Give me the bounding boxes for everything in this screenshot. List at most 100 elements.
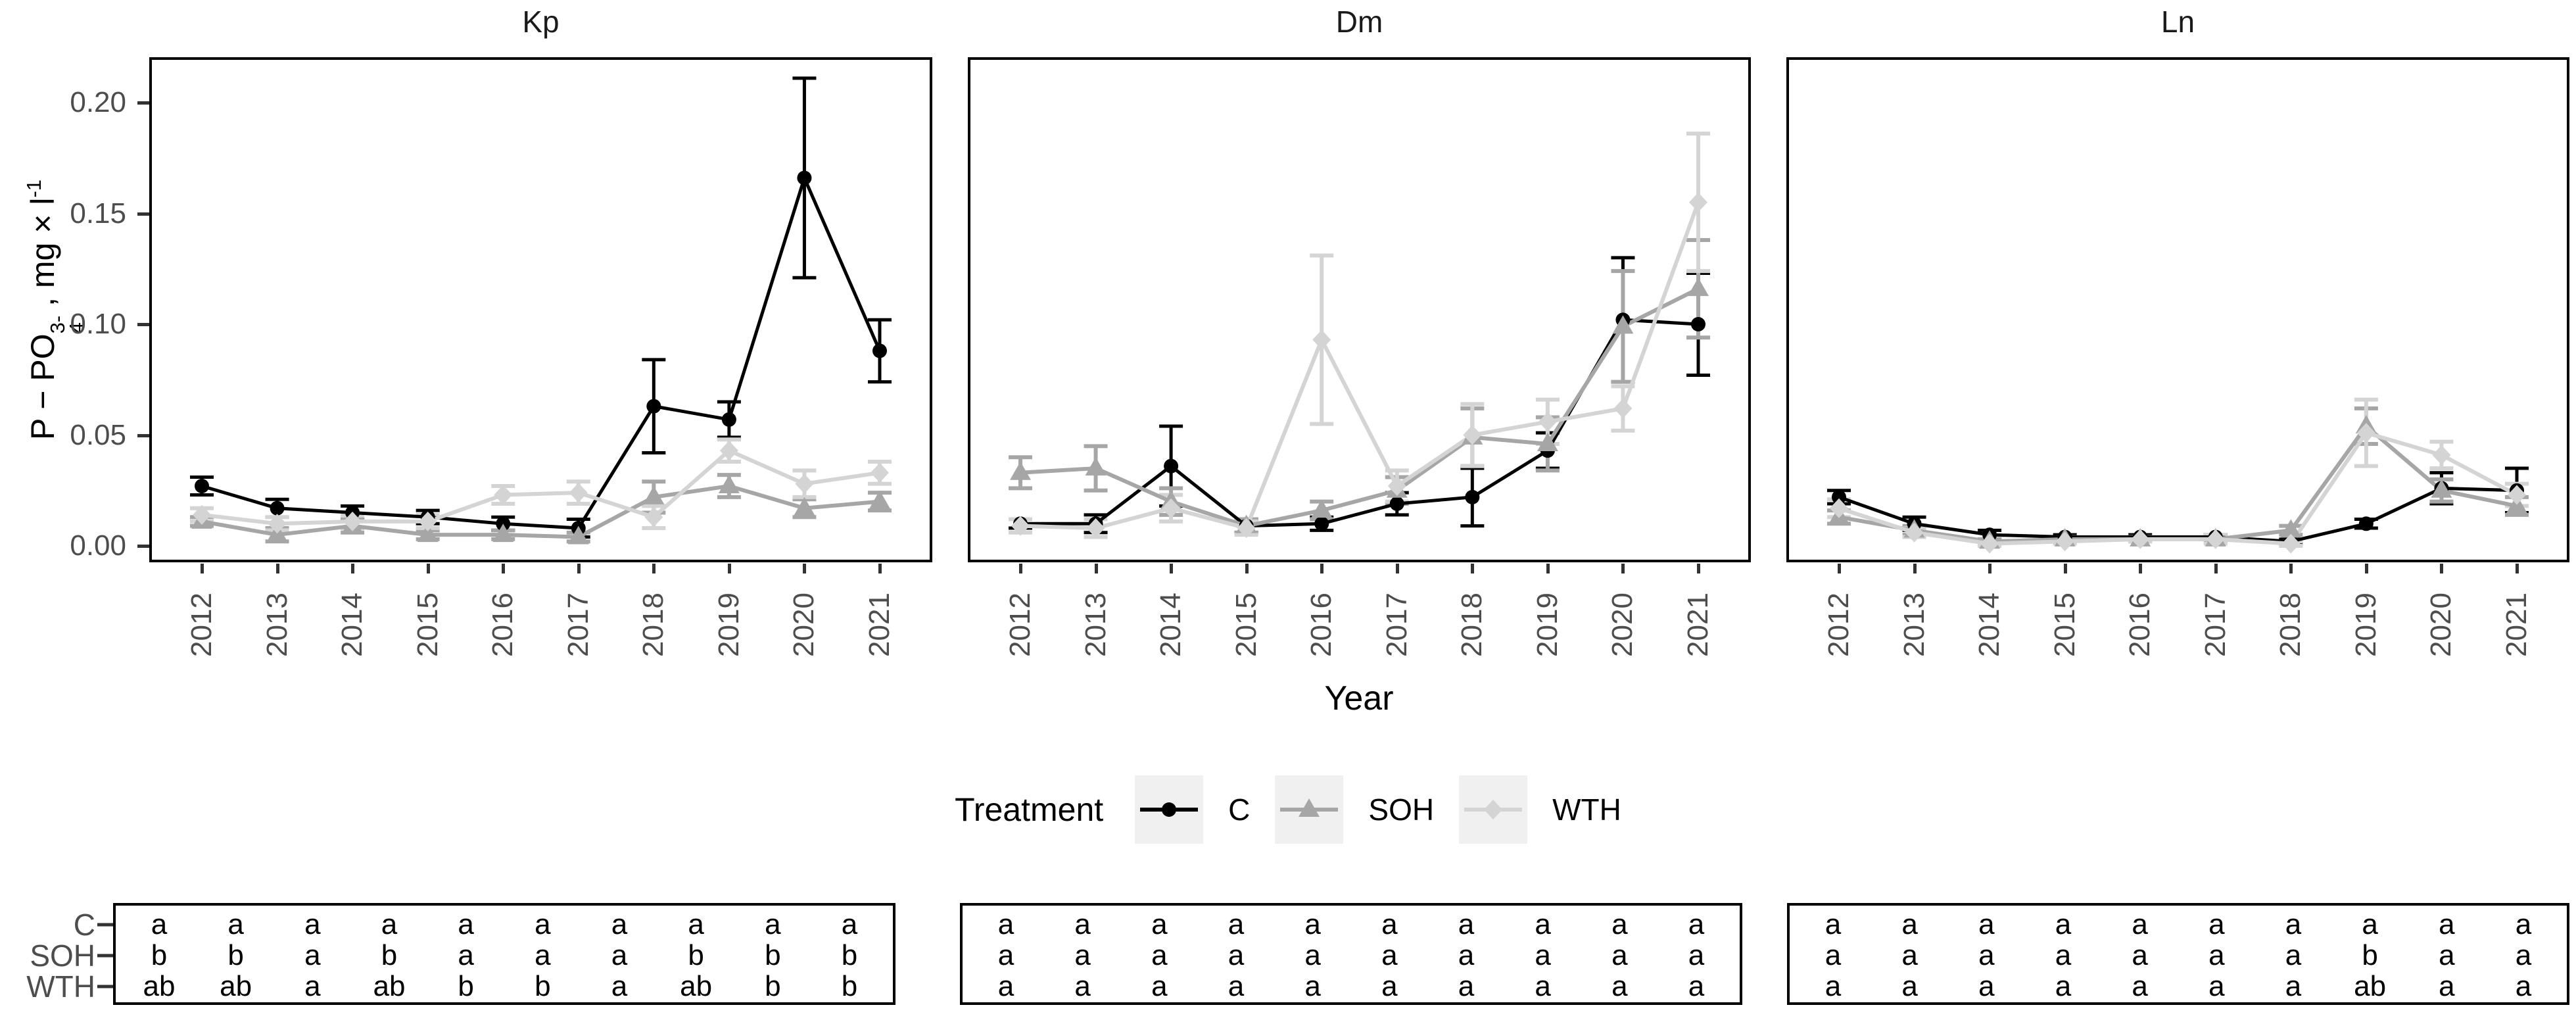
letter-cell: ab xyxy=(2354,970,2387,1002)
y-tick-label: 0.00 xyxy=(70,529,126,562)
x-tick-label: 2015 xyxy=(1229,593,1262,657)
letter-cell: a xyxy=(2132,970,2148,1002)
letter-cell: b xyxy=(458,970,474,1002)
letter-cell: b xyxy=(227,939,244,971)
x-tick-mark xyxy=(577,564,581,573)
letter-cell: a xyxy=(458,939,474,971)
letter-cell: b xyxy=(381,939,398,971)
letter-cell: a xyxy=(2285,908,2302,940)
x-tick-mark xyxy=(1170,564,1174,573)
letter-cell: a xyxy=(611,908,628,940)
letter-cell: a xyxy=(997,939,1014,971)
y-tick-mark xyxy=(137,433,149,437)
x-tick-mark xyxy=(878,564,882,573)
letter-cell: a xyxy=(1825,970,1842,1002)
x-axis-title: Year xyxy=(1324,679,1394,718)
letter-cell: a xyxy=(1688,908,1705,940)
letter-cell: a xyxy=(1688,939,1705,971)
x-tick-mark xyxy=(2289,564,2293,573)
letter-cell: ab xyxy=(220,970,252,1002)
y-tick-label: 0.20 xyxy=(70,86,126,118)
x-tick-label: 2020 xyxy=(1606,593,1639,657)
y-tick-mark xyxy=(137,212,149,216)
letter-cell: b xyxy=(765,970,781,1002)
x-tick-label: 2013 xyxy=(1897,593,1930,657)
legend-item-label: SOH xyxy=(1368,792,1435,827)
circle-marker-icon xyxy=(1140,802,1199,817)
letter-cell: a xyxy=(1978,970,1995,1002)
letter-cell: a xyxy=(1151,908,1168,940)
diamond-marker-icon xyxy=(1464,800,1523,819)
x-tick-label: 2020 xyxy=(2425,593,2458,657)
letter-cell: a xyxy=(1901,970,1918,1002)
letter-cell: a xyxy=(611,970,628,1002)
letter-cell: a xyxy=(1381,908,1398,940)
letter-cell: a xyxy=(2132,908,2148,940)
letter-cell: a xyxy=(304,939,321,971)
y-tick-mark xyxy=(137,545,149,548)
letter-cell: a xyxy=(997,970,1014,1002)
letter-cell: a xyxy=(1074,939,1091,971)
letter-cell: a xyxy=(997,908,1014,940)
x-tick-mark xyxy=(1094,564,1098,573)
x-tick-label: 2012 xyxy=(1004,593,1036,657)
letter-cell: a xyxy=(227,908,244,940)
x-tick-mark xyxy=(1320,564,1324,573)
letter-cell: a xyxy=(1688,970,1705,1002)
x-tick-label: 2014 xyxy=(1973,593,2006,657)
x-tick-label: 2012 xyxy=(185,593,218,657)
letter-cell: a xyxy=(1535,908,1551,940)
y-tick-mark xyxy=(137,101,149,105)
x-tick-mark xyxy=(1913,564,1917,573)
letter-cell: b xyxy=(841,939,858,971)
letter-cell: a xyxy=(1901,939,1918,971)
x-tick-label: 2017 xyxy=(2199,593,2231,657)
letter-cell: a xyxy=(1825,939,1842,971)
x-tick-mark xyxy=(1697,564,1700,573)
y-tick-mark xyxy=(137,323,149,326)
letter-cell: a xyxy=(2285,970,2302,1002)
x-tick-label: 2014 xyxy=(336,593,369,657)
legend: Treatment C SOH WTH xyxy=(0,773,2576,846)
letter-cell: a xyxy=(1825,908,1842,940)
letter-cell: a xyxy=(1611,970,1628,1002)
letter-cell: a xyxy=(1901,908,1918,940)
letter-cell: ab xyxy=(143,970,176,1002)
letter-cell: a xyxy=(2208,908,2225,940)
letter-cell: a xyxy=(1535,970,1551,1002)
letter-cell: a xyxy=(2515,939,2532,971)
letter-cell: a xyxy=(1304,970,1321,1002)
legend-title: Treatment xyxy=(955,791,1104,828)
x-tick-mark xyxy=(1546,564,1550,573)
letters-box-dm xyxy=(960,903,1742,1005)
x-tick-label: 2021 xyxy=(2500,593,2533,657)
x-tick-mark xyxy=(803,564,807,573)
x-tick-label: 2016 xyxy=(1305,593,1338,657)
letters-row-label: WTH xyxy=(26,969,95,1004)
panel-title: Dm xyxy=(1335,5,1383,39)
letter-cell: a xyxy=(1381,970,1398,1002)
x-tick-label: 2013 xyxy=(1079,593,1112,657)
x-tick-mark xyxy=(2516,564,2519,573)
letter-cell: ab xyxy=(373,970,406,1002)
letter-cell: a xyxy=(611,939,628,971)
x-tick-mark xyxy=(1471,564,1475,573)
x-tick-mark xyxy=(502,564,506,573)
letter-cell: a xyxy=(1611,939,1628,971)
x-tick-mark xyxy=(1988,564,1992,573)
letter-cell: a xyxy=(2362,908,2378,940)
letter-cell: a xyxy=(458,908,474,940)
x-tick-label: 2019 xyxy=(1531,593,1563,657)
letter-cell: a xyxy=(151,908,168,940)
letter-cell: a xyxy=(2132,939,2148,971)
letters-box-ln xyxy=(1787,903,2569,1005)
letter-cell: a xyxy=(1458,939,1475,971)
letter-cell: b xyxy=(2362,939,2378,971)
x-tick-mark xyxy=(1838,564,1841,573)
letters-row-tick-mark xyxy=(97,923,113,927)
letter-cell: a xyxy=(1151,939,1168,971)
x-tick-mark xyxy=(2364,564,2368,573)
x-tick-mark xyxy=(275,564,279,573)
panel-plot-area xyxy=(1786,57,2569,562)
letter-cell: a xyxy=(2055,908,2072,940)
